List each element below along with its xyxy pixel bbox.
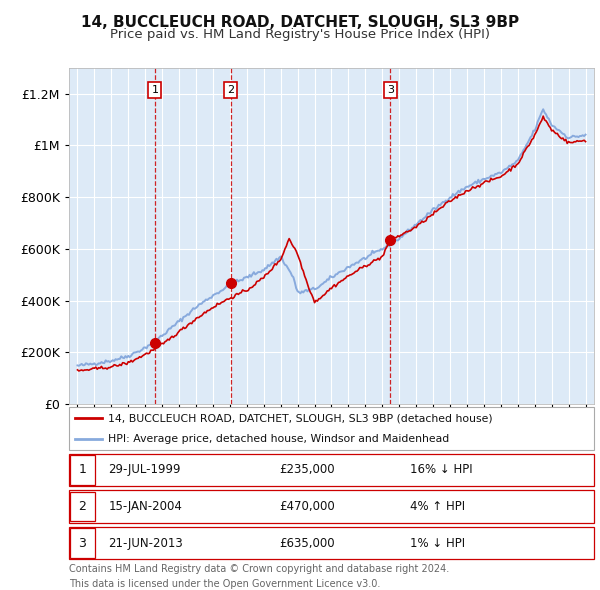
Bar [70, 491, 95, 522]
Text: 16% ↓ HPI: 16% ↓ HPI [410, 463, 473, 477]
Text: 15-JAN-2004: 15-JAN-2004 [109, 500, 182, 513]
Text: HPI: Average price, detached house, Windsor and Maidenhead: HPI: Average price, detached house, Wind… [109, 434, 449, 444]
Text: 4% ↑ HPI: 4% ↑ HPI [410, 500, 466, 513]
Text: £635,000: £635,000 [279, 536, 335, 550]
Text: 2: 2 [78, 500, 86, 513]
Text: 3: 3 [387, 85, 394, 95]
Text: This data is licensed under the Open Government Licence v3.0.: This data is licensed under the Open Gov… [69, 579, 380, 589]
Text: 14, BUCCLEUCH ROAD, DATCHET, SLOUGH, SL3 9BP: 14, BUCCLEUCH ROAD, DATCHET, SLOUGH, SL3… [81, 15, 519, 30]
Text: Price paid vs. HM Land Registry's House Price Index (HPI): Price paid vs. HM Land Registry's House … [110, 28, 490, 41]
Text: 21-JUN-2013: 21-JUN-2013 [109, 536, 183, 550]
Text: 29-JUL-1999: 29-JUL-1999 [109, 463, 181, 477]
Text: 14, BUCCLEUCH ROAD, DATCHET, SLOUGH, SL3 9BP (detached house): 14, BUCCLEUCH ROAD, DATCHET, SLOUGH, SL3… [109, 413, 493, 423]
Text: 2: 2 [227, 85, 234, 95]
Text: 1: 1 [78, 463, 86, 477]
Text: £470,000: £470,000 [279, 500, 335, 513]
Text: £235,000: £235,000 [279, 463, 335, 477]
Bar [70, 528, 95, 558]
Bar [70, 455, 95, 485]
Text: 1% ↓ HPI: 1% ↓ HPI [410, 536, 466, 550]
Text: 1: 1 [151, 85, 158, 95]
Text: Contains HM Land Registry data © Crown copyright and database right 2024.: Contains HM Land Registry data © Crown c… [69, 564, 449, 574]
Text: 3: 3 [78, 536, 86, 550]
